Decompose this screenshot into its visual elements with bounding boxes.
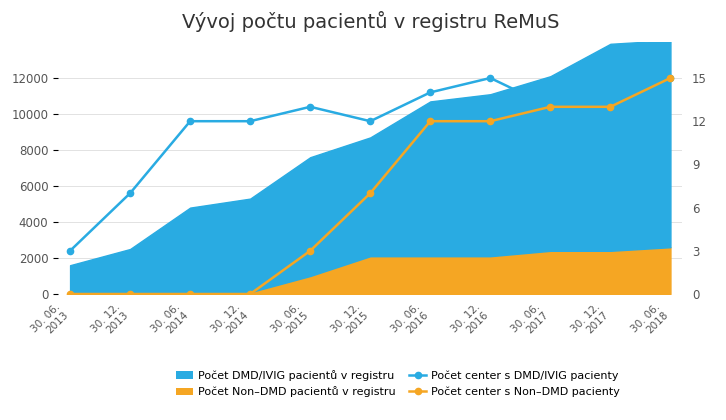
Title: Vývoj počtu pacientů v registru ReMuS: Vývoj počtu pacientů v registru ReMuS [182, 11, 559, 32]
Legend: Počet DMD/IVIG pacientů v registru, Počet Non–DMD pacientů v registru, Počet cen: Počet DMD/IVIG pacientů v registru, Poče… [176, 370, 620, 397]
